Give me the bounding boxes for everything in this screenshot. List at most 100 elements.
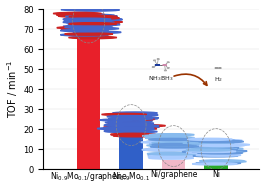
Circle shape bbox=[192, 150, 237, 153]
Circle shape bbox=[69, 20, 117, 22]
Circle shape bbox=[66, 17, 114, 19]
Text: NH$_3$BH$_3$: NH$_3$BH$_3$ bbox=[148, 74, 174, 83]
Circle shape bbox=[151, 146, 195, 148]
Circle shape bbox=[152, 142, 197, 144]
Circle shape bbox=[109, 124, 153, 126]
Circle shape bbox=[149, 137, 194, 139]
Circle shape bbox=[196, 162, 241, 164]
Circle shape bbox=[100, 119, 145, 121]
Text: H$_2$: H$_2$ bbox=[214, 75, 223, 84]
Circle shape bbox=[113, 112, 157, 114]
Circle shape bbox=[110, 128, 154, 130]
Circle shape bbox=[74, 21, 122, 23]
Circle shape bbox=[111, 114, 156, 116]
Circle shape bbox=[66, 21, 114, 24]
Circle shape bbox=[143, 149, 188, 151]
Circle shape bbox=[192, 163, 237, 165]
Circle shape bbox=[191, 150, 236, 153]
Circle shape bbox=[197, 140, 242, 143]
Bar bbox=[204, 165, 228, 169]
Circle shape bbox=[69, 36, 117, 39]
Circle shape bbox=[145, 137, 190, 139]
Circle shape bbox=[194, 148, 238, 150]
Circle shape bbox=[199, 141, 244, 143]
Circle shape bbox=[193, 151, 237, 153]
Circle shape bbox=[53, 12, 101, 15]
Circle shape bbox=[114, 125, 159, 127]
Circle shape bbox=[197, 152, 242, 154]
Circle shape bbox=[63, 6, 111, 8]
Circle shape bbox=[102, 113, 147, 115]
Circle shape bbox=[109, 122, 154, 124]
Circle shape bbox=[67, 14, 114, 16]
Circle shape bbox=[193, 149, 237, 151]
Circle shape bbox=[69, 15, 117, 18]
Circle shape bbox=[109, 118, 154, 120]
Circle shape bbox=[149, 144, 194, 146]
Circle shape bbox=[65, 19, 113, 21]
Circle shape bbox=[111, 134, 156, 136]
Circle shape bbox=[108, 123, 153, 125]
Circle shape bbox=[194, 151, 238, 153]
Circle shape bbox=[142, 149, 187, 151]
Circle shape bbox=[149, 142, 194, 144]
Circle shape bbox=[61, 9, 109, 11]
Circle shape bbox=[112, 131, 157, 133]
Circle shape bbox=[74, 19, 122, 21]
Circle shape bbox=[104, 130, 149, 132]
Circle shape bbox=[160, 153, 204, 155]
Circle shape bbox=[107, 115, 152, 118]
Circle shape bbox=[112, 128, 157, 130]
Circle shape bbox=[63, 27, 111, 29]
Circle shape bbox=[198, 152, 242, 154]
Bar bbox=[77, 36, 100, 169]
Circle shape bbox=[59, 14, 107, 16]
Circle shape bbox=[197, 139, 242, 142]
Circle shape bbox=[200, 160, 244, 162]
Circle shape bbox=[205, 144, 250, 146]
Circle shape bbox=[152, 144, 197, 146]
Circle shape bbox=[202, 150, 247, 152]
Circle shape bbox=[149, 138, 193, 140]
Circle shape bbox=[187, 142, 232, 144]
Circle shape bbox=[187, 142, 232, 144]
Circle shape bbox=[150, 145, 195, 147]
Circle shape bbox=[113, 135, 158, 137]
Circle shape bbox=[108, 120, 152, 122]
Circle shape bbox=[141, 141, 186, 143]
Circle shape bbox=[63, 25, 111, 27]
Circle shape bbox=[73, 31, 121, 33]
Circle shape bbox=[150, 138, 195, 140]
Circle shape bbox=[142, 135, 187, 137]
Circle shape bbox=[113, 118, 158, 120]
Circle shape bbox=[68, 5, 116, 7]
Circle shape bbox=[121, 125, 165, 127]
Circle shape bbox=[151, 138, 196, 140]
Circle shape bbox=[150, 153, 195, 155]
Circle shape bbox=[104, 126, 148, 128]
Circle shape bbox=[65, 20, 113, 22]
Circle shape bbox=[158, 144, 203, 146]
Circle shape bbox=[60, 29, 108, 32]
Circle shape bbox=[153, 143, 198, 146]
Circle shape bbox=[191, 148, 236, 150]
Circle shape bbox=[71, 27, 119, 30]
Circle shape bbox=[115, 126, 160, 128]
Circle shape bbox=[157, 144, 201, 146]
Circle shape bbox=[69, 23, 117, 25]
Circle shape bbox=[109, 127, 154, 129]
Circle shape bbox=[190, 140, 235, 142]
Circle shape bbox=[149, 134, 194, 136]
Circle shape bbox=[113, 114, 158, 116]
Circle shape bbox=[194, 151, 239, 153]
Circle shape bbox=[60, 34, 108, 36]
Circle shape bbox=[200, 150, 245, 152]
Circle shape bbox=[201, 160, 246, 163]
Circle shape bbox=[150, 144, 195, 146]
Circle shape bbox=[153, 143, 198, 145]
Circle shape bbox=[198, 152, 243, 154]
Circle shape bbox=[148, 156, 193, 158]
Circle shape bbox=[149, 157, 193, 159]
Circle shape bbox=[63, 21, 111, 23]
Circle shape bbox=[97, 128, 142, 130]
